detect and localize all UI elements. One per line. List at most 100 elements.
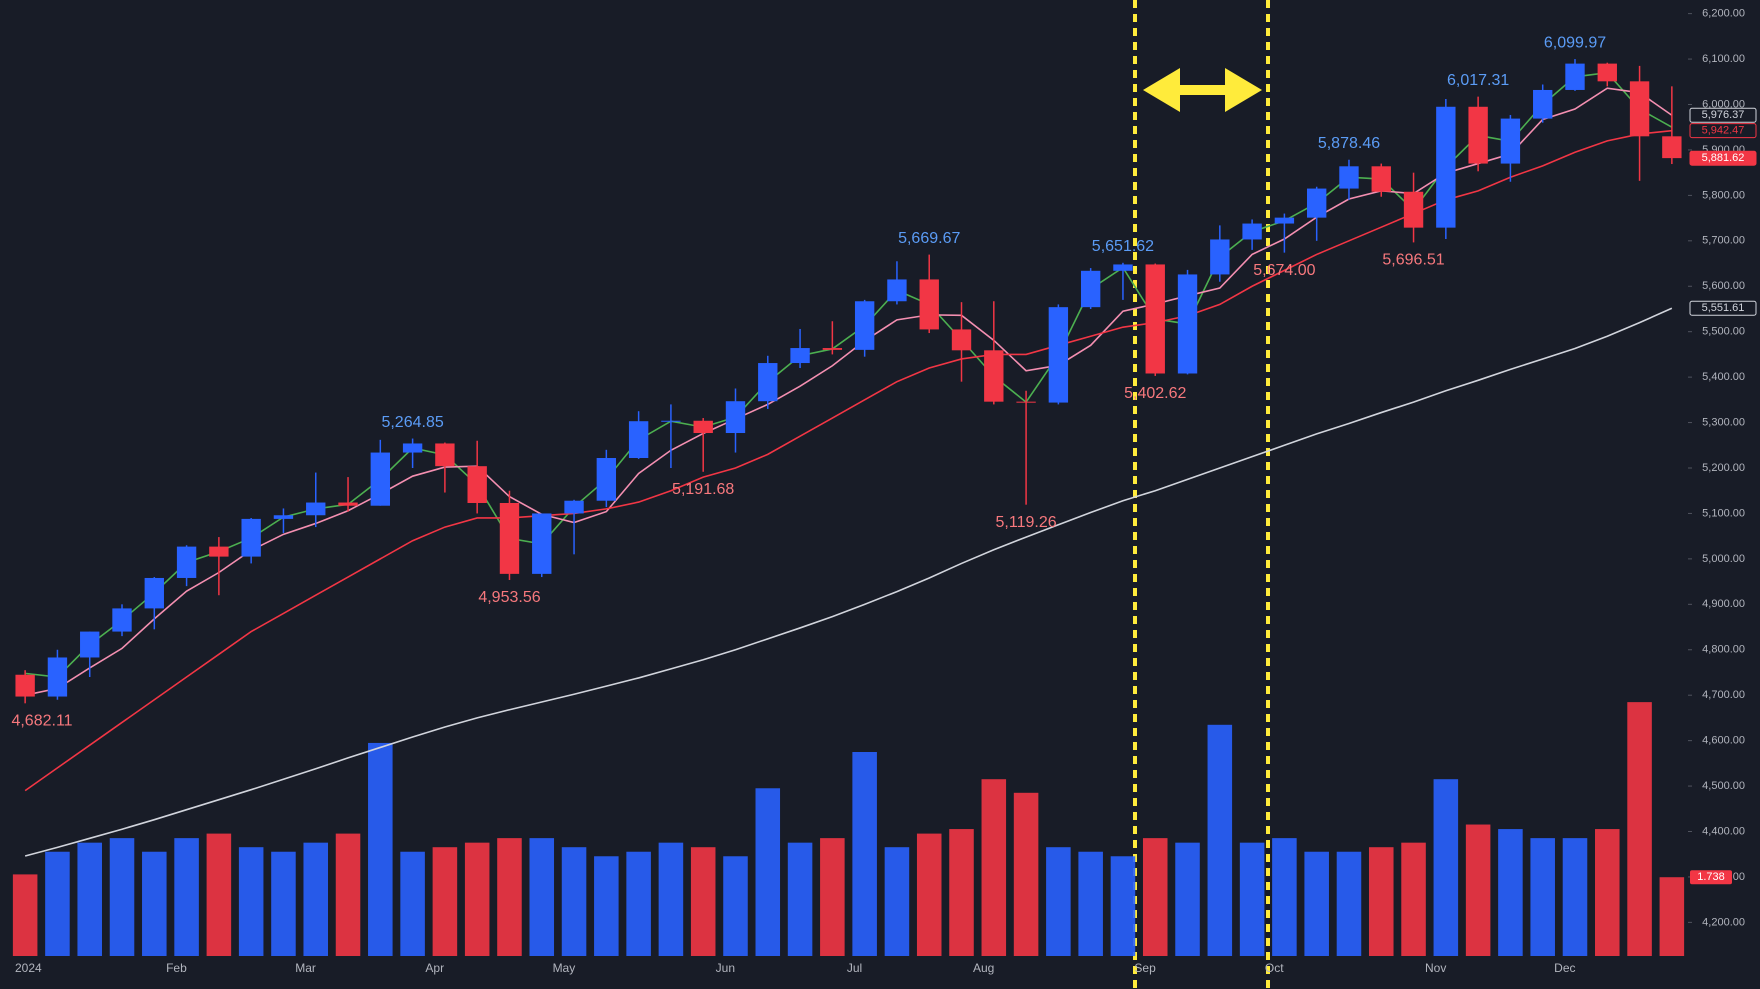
volume-bar bbox=[497, 838, 522, 956]
ma-line bbox=[24, 129, 1672, 792]
volume-bar bbox=[1465, 824, 1491, 956]
candle-body bbox=[1242, 223, 1262, 240]
volume-bar bbox=[1530, 838, 1555, 956]
y-tick-label: 4,400.00 bbox=[1702, 825, 1745, 837]
candle-body bbox=[467, 466, 487, 503]
candle-body bbox=[370, 452, 391, 506]
volume-bar bbox=[884, 847, 910, 956]
volume-bar bbox=[1046, 847, 1071, 956]
volume-bar bbox=[1659, 877, 1685, 956]
candle-body bbox=[435, 443, 455, 467]
volume-bar bbox=[1013, 792, 1039, 956]
x-tick-label: Oct bbox=[1265, 961, 1284, 975]
candle-body bbox=[1662, 136, 1682, 159]
volume-bar bbox=[1304, 851, 1329, 956]
candle-body bbox=[1436, 106, 1456, 228]
price-tag-label: 5,551.61 bbox=[1702, 302, 1745, 314]
candle-body bbox=[854, 301, 875, 350]
y-tick-label: 5,100.00 bbox=[1702, 507, 1745, 519]
volume-bar bbox=[400, 851, 425, 956]
x-tick-label: May bbox=[553, 961, 576, 975]
candle-body bbox=[1016, 401, 1036, 403]
volume-bar bbox=[206, 833, 232, 956]
candle-body bbox=[209, 546, 229, 557]
ma-line bbox=[25, 71, 1673, 678]
price-tag-label: 5,976.37 bbox=[1702, 109, 1745, 121]
volume-bar bbox=[1142, 838, 1168, 956]
candle-body bbox=[822, 348, 843, 350]
extreme-label: 5,696.51 bbox=[1382, 252, 1444, 269]
volume-bar bbox=[109, 838, 135, 956]
candle-body bbox=[176, 546, 197, 578]
double-arrow bbox=[1143, 68, 1262, 112]
candle-body bbox=[1533, 89, 1553, 119]
x-tick-label: Mar bbox=[295, 961, 316, 975]
candle-body bbox=[402, 443, 423, 453]
candle-body bbox=[887, 279, 907, 302]
candle-body bbox=[15, 674, 35, 697]
volume-bar bbox=[1207, 724, 1233, 956]
x-tick-label: Dec bbox=[1554, 961, 1575, 975]
candle-body bbox=[1080, 270, 1101, 308]
volume-bar bbox=[142, 851, 167, 956]
price-tag bbox=[1689, 150, 1757, 166]
volume-bar bbox=[1433, 779, 1459, 956]
y-tick-label: 5,800.00 bbox=[1702, 189, 1745, 201]
candle-body bbox=[144, 577, 164, 609]
volume-bar bbox=[1627, 702, 1652, 956]
volume-tag bbox=[1690, 870, 1732, 885]
volume-bar bbox=[1401, 842, 1426, 956]
volume-bar bbox=[45, 851, 70, 956]
volume-bar bbox=[690, 847, 716, 956]
candle-body bbox=[532, 513, 552, 574]
candle-body bbox=[1210, 239, 1230, 275]
y-tick-label: 6,100.00 bbox=[1702, 53, 1745, 65]
y-tick-label: 5,700.00 bbox=[1702, 235, 1745, 247]
y-tick-label: 5,500.00 bbox=[1702, 326, 1745, 338]
extreme-label: 6,017.31 bbox=[1447, 72, 1509, 89]
candle-body bbox=[306, 502, 326, 516]
candle-body bbox=[1403, 191, 1424, 228]
candle-body bbox=[1629, 81, 1650, 137]
candle-body bbox=[1306, 188, 1327, 218]
x-tick-label: Feb bbox=[166, 961, 187, 975]
y-tick-label: 6,200.00 bbox=[1702, 8, 1745, 20]
candle-body bbox=[338, 502, 358, 506]
candle-body bbox=[661, 420, 681, 422]
volume-bar bbox=[432, 847, 458, 956]
y-tick-label: 5,600.00 bbox=[1702, 280, 1745, 292]
y-tick-label: 5,400.00 bbox=[1702, 371, 1745, 383]
candle-body bbox=[273, 515, 294, 519]
volume-bar bbox=[1368, 847, 1394, 956]
x-tick-label: Sep bbox=[1134, 961, 1156, 975]
candle-body bbox=[790, 348, 810, 364]
candle-body bbox=[1500, 118, 1521, 164]
volume-bar bbox=[303, 842, 329, 956]
volume-bar bbox=[12, 874, 38, 956]
candle-body bbox=[1145, 264, 1165, 374]
volume-bar bbox=[723, 856, 748, 956]
candle-body bbox=[628, 421, 649, 459]
volume-bar bbox=[1175, 842, 1200, 956]
volume-bar bbox=[787, 842, 813, 956]
price-tag-label: 5,881.62 bbox=[1702, 152, 1745, 164]
candle-body bbox=[241, 518, 261, 557]
candle-body bbox=[564, 500, 584, 514]
extreme-label: 5,878.46 bbox=[1318, 135, 1380, 152]
candle-body bbox=[919, 279, 939, 330]
candle-body bbox=[1597, 63, 1617, 82]
volume-bar bbox=[464, 842, 490, 956]
candle-body bbox=[1339, 166, 1359, 189]
y-tick-label: 5,300.00 bbox=[1702, 416, 1745, 428]
extreme-label: 6,099.97 bbox=[1544, 34, 1606, 51]
volume-bar bbox=[335, 833, 361, 956]
volume-bar bbox=[1110, 856, 1136, 956]
y-tick-label: 4,700.00 bbox=[1702, 689, 1745, 701]
volume-bar bbox=[755, 788, 781, 956]
volume-bar bbox=[368, 742, 393, 956]
volume-bar bbox=[238, 847, 264, 956]
volume-bar bbox=[1562, 838, 1588, 956]
y-tick-label: 4,600.00 bbox=[1702, 735, 1745, 747]
candle-body bbox=[984, 350, 1004, 402]
price-tag bbox=[1689, 107, 1757, 123]
